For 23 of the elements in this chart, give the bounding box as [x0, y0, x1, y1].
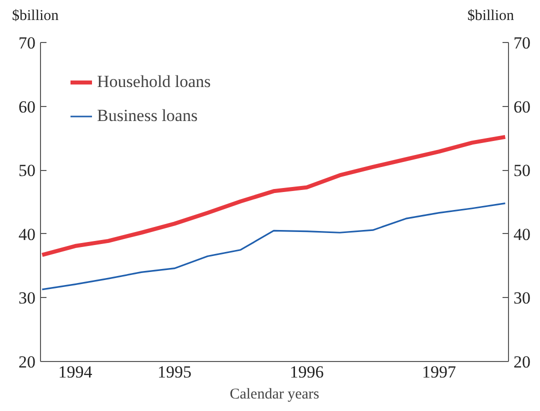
- y2-tick-label: 60: [514, 97, 530, 116]
- legend-label: Business loans: [97, 106, 198, 126]
- x-tick-label: 1996: [290, 362, 324, 382]
- line-series: [40, 134, 508, 257]
- legend-label: Household loans: [97, 72, 211, 92]
- y-axis-title: $billion: [12, 7, 59, 26]
- line-series: [41, 202, 506, 290]
- y-tick-label: 70: [18, 34, 36, 52]
- x-tick-label: 1995: [157, 362, 192, 382]
- y-tick-label: 30: [18, 288, 36, 308]
- x-tick-label: 1994: [58, 362, 93, 382]
- y2-tick-label: 40: [514, 224, 530, 244]
- y2-tick-label: 30: [514, 288, 530, 308]
- x-tick-label: 1997: [422, 362, 457, 382]
- y2-tick-label: 70: [514, 34, 530, 52]
- y2-tick-label: 20: [514, 352, 530, 372]
- y-tick-label: 20: [18, 352, 36, 372]
- x-axis-title: Calendar years: [230, 386, 320, 402]
- y-tick-label: 40: [18, 224, 36, 244]
- y2-axis-title: $billion: [467, 7, 514, 26]
- y2-tick-label: 50: [514, 161, 530, 180]
- y-tick-label: 60: [18, 97, 36, 116]
- y-tick-label: 50: [18, 161, 36, 180]
